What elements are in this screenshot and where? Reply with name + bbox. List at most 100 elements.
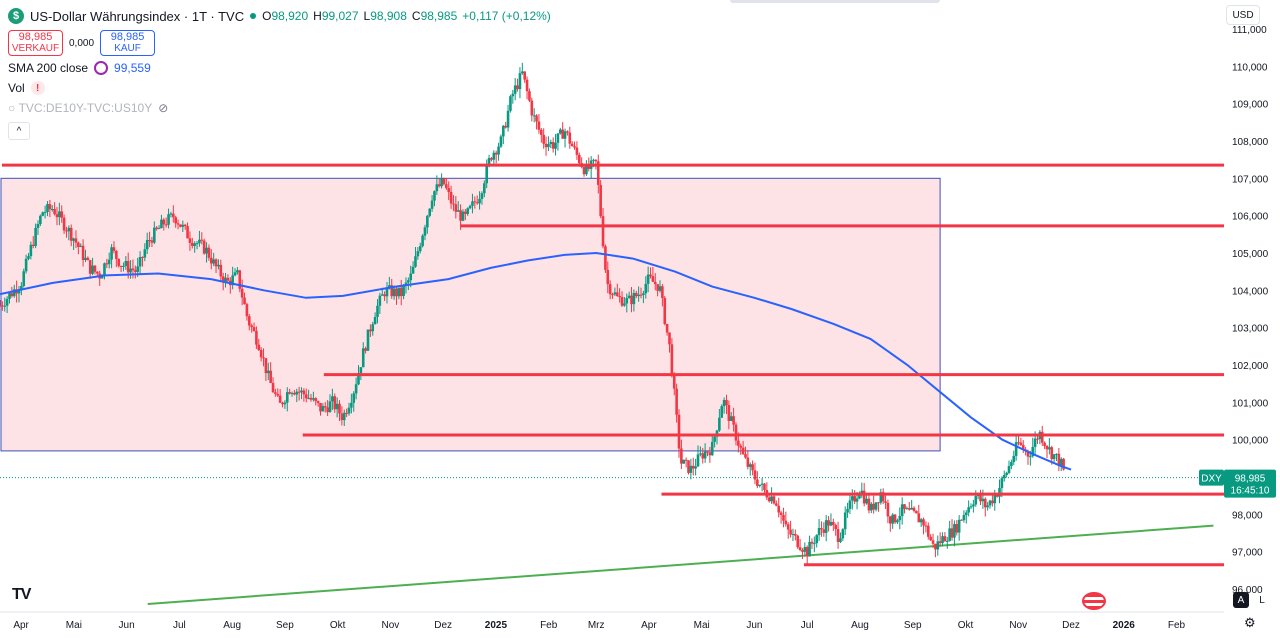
buy-button[interactable]: 98,985 KAUF: [100, 30, 156, 56]
candle-body: [67, 227, 71, 232]
candle-body: [530, 100, 534, 116]
candle: [397, 287, 401, 300]
candle: [295, 388, 299, 403]
candle: [266, 362, 270, 381]
eye-hidden-icon[interactable]: ⊘: [158, 101, 169, 115]
candle: [558, 127, 562, 135]
candle-body: [1031, 446, 1035, 457]
candle: [867, 493, 871, 514]
candle-body: [822, 529, 826, 533]
log-scale-button[interactable]: L: [1259, 594, 1265, 606]
candle-body: [585, 164, 588, 175]
candle: [525, 76, 529, 100]
candle: [511, 89, 515, 104]
candle-body: [79, 245, 83, 247]
sell-button[interactable]: 98,985 VERKAUF: [8, 30, 63, 56]
settings-icon[interactable]: ⚙: [1244, 615, 1256, 630]
ohlc-value: 99,027: [321, 9, 359, 23]
candle-body: [1040, 431, 1044, 443]
currency-button[interactable]: USD: [1226, 5, 1260, 25]
candle: [191, 237, 194, 249]
candle-body: [402, 285, 405, 297]
candle-body: [119, 265, 123, 267]
candle-body: [445, 184, 448, 189]
candle: [257, 338, 261, 351]
candle: [480, 191, 484, 205]
candle-body: [1059, 458, 1063, 466]
candle: [217, 259, 220, 270]
auto-scale-button[interactable]: A: [1233, 592, 1249, 608]
candle: [1, 301, 4, 311]
time-tick-label: Aug: [223, 620, 241, 631]
candle-body: [219, 264, 223, 277]
candle-body: [817, 528, 821, 536]
candle-body: [986, 505, 989, 508]
candle: [383, 291, 386, 302]
candle: [1019, 437, 1023, 447]
candle: [739, 443, 743, 455]
candle-body: [955, 524, 959, 533]
candle: [668, 332, 671, 353]
candle: [758, 484, 762, 488]
candle-body: [608, 284, 612, 295]
candle-body: [126, 260, 130, 273]
candle: [936, 535, 940, 556]
candle: [589, 156, 593, 179]
candle: [442, 177, 446, 186]
candle: [179, 224, 182, 228]
candle: [411, 261, 415, 274]
candle: [0, 300, 2, 307]
symbol-tag-bg: [1199, 469, 1224, 486]
warning-icon[interactable]: !: [30, 81, 45, 95]
candle: [604, 244, 607, 273]
collapse-legend-button[interactable]: ^: [8, 122, 30, 140]
candle: [1012, 450, 1016, 466]
candle-body: [238, 270, 242, 289]
candle: [596, 154, 600, 194]
candle: [732, 407, 735, 432]
candle-body: [36, 224, 40, 228]
candle: [549, 139, 553, 149]
sma-indicator[interactable]: SMA 200 close 99,559: [8, 58, 556, 78]
us-flag-icon[interactable]: [1082, 592, 1106, 610]
candle-body: [428, 208, 432, 216]
trendline: [147, 524, 1214, 605]
vol-indicator[interactable]: Vol !: [8, 78, 556, 98]
candle: [214, 258, 218, 273]
candle-body: [281, 402, 284, 405]
candle: [613, 287, 617, 297]
candle-body: [542, 134, 545, 144]
candle-body: [338, 403, 341, 414]
candle: [390, 278, 394, 299]
candle-body: [181, 224, 185, 227]
candle-body: [257, 344, 261, 351]
compare-indicator[interactable]: ○ TVC:DE10Y-TVC:US10Y ⊘: [8, 98, 556, 118]
candle: [72, 237, 75, 251]
candle-body: [680, 448, 683, 464]
candle: [475, 195, 479, 205]
candle-body: [848, 500, 852, 509]
tradingview-logo[interactable]: TV: [12, 586, 31, 603]
candle-body: [969, 506, 973, 508]
candle: [445, 178, 448, 190]
candle: [713, 435, 716, 448]
candle-body: [677, 414, 681, 449]
candle: [46, 201, 49, 217]
candle-body: [233, 272, 237, 276]
symbol-title[interactable]: US-Dollar Währungsindex · 1T · TVC: [30, 8, 245, 24]
candle-body: [494, 152, 498, 155]
candle-body: [808, 541, 811, 557]
candle-body: [535, 115, 538, 122]
candle: [8, 292, 11, 304]
sma-value: 99,559: [114, 61, 151, 75]
candle: [509, 94, 512, 113]
candle-body: [665, 323, 669, 333]
candle: [644, 276, 648, 299]
time-tick-label: Jun: [119, 620, 135, 631]
candle: [24, 254, 28, 274]
top-handle[interactable]: [730, 0, 940, 3]
candle-body: [884, 501, 887, 503]
candle: [896, 518, 899, 525]
candle: [513, 77, 517, 101]
